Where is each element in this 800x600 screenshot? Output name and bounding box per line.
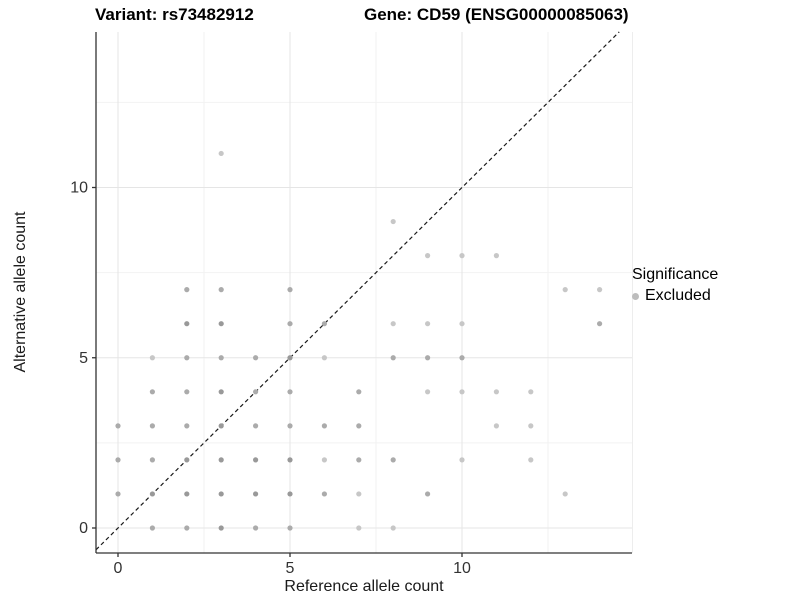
data-point: [253, 457, 259, 463]
y-tick-label: 10: [70, 180, 88, 197]
data-point: [356, 389, 362, 395]
data-point: [184, 525, 190, 531]
y-tick-label: 5: [79, 350, 88, 367]
data-point: [149, 457, 155, 463]
legend-item-excluded: Excluded: [632, 287, 718, 305]
data-point: [321, 355, 327, 361]
data-point: [459, 457, 465, 463]
data-point: [184, 321, 190, 327]
data-point: [218, 150, 224, 157]
data-point: [390, 218, 396, 225]
data-point: [493, 253, 499, 259]
data-point: [218, 525, 224, 531]
data-point: [356, 423, 362, 429]
data-point: [459, 321, 465, 327]
x-tick-label: 0: [114, 560, 123, 577]
data-point: [253, 491, 259, 497]
data-point: [597, 287, 603, 293]
data-point: [218, 355, 224, 361]
data-point: [287, 355, 293, 361]
data-point: [390, 355, 396, 361]
data-point: [356, 457, 362, 463]
data-point: [562, 287, 568, 293]
gene-title: Gene: CD59 (ENSG00000085063): [364, 5, 629, 24]
x-tick-label: 5: [286, 560, 295, 577]
legend: Significance Excluded: [632, 266, 718, 305]
data-point: [218, 389, 224, 395]
data-point: [149, 355, 155, 361]
data-point: [253, 525, 259, 531]
data-point: [459, 355, 465, 361]
data-point: [528, 457, 534, 463]
data-point: [149, 525, 155, 531]
data-point: [287, 423, 293, 429]
data-point: [184, 389, 190, 395]
data-point: [321, 423, 327, 429]
data-point: [184, 457, 190, 463]
data-point: [390, 457, 396, 463]
variant-title: Variant: rs73482912: [95, 5, 254, 24]
data-point: [597, 321, 603, 327]
data-point: [218, 321, 224, 327]
data-point: [184, 287, 190, 293]
data-point: [425, 389, 431, 395]
data-point: [184, 491, 190, 497]
data-point: [184, 423, 190, 429]
panel-right-border: [632, 32, 633, 553]
data-point: [218, 423, 224, 429]
data-point: [218, 457, 224, 463]
data-point: [562, 491, 568, 497]
data-point: [321, 491, 327, 497]
y-tick-label: 0: [79, 520, 88, 537]
data-point: [287, 457, 293, 463]
x-tick-label: 10: [453, 560, 471, 577]
data-point: [253, 389, 259, 395]
data-point: [493, 389, 499, 395]
data-point: [425, 355, 431, 361]
data-point: [390, 525, 396, 531]
data-point: [149, 389, 155, 395]
y-axis-title: Alternative allele count: [12, 211, 29, 373]
data-point: [528, 423, 534, 429]
excluded-point-icon: [632, 292, 639, 300]
identity-dashed-line: [95, 31, 620, 551]
data-point: [459, 253, 465, 259]
data-point: [253, 423, 259, 429]
data-point: [321, 457, 327, 463]
legend-item-label: Excluded: [645, 287, 711, 304]
data-point: [184, 355, 190, 361]
data-point: [287, 491, 293, 497]
data-point: [253, 355, 259, 361]
data-point: [356, 525, 362, 531]
data-point: [287, 321, 293, 327]
data-point: [528, 389, 534, 395]
data-point: [218, 287, 224, 293]
data-point: [390, 321, 396, 327]
data-point: [493, 423, 499, 429]
data-point: [425, 253, 431, 259]
data-point: [321, 321, 327, 327]
data-point: [459, 389, 465, 395]
data-point: [149, 423, 155, 429]
data-point: [287, 525, 293, 531]
data-point: [115, 491, 121, 497]
data-point: [115, 457, 121, 463]
data-point: [425, 491, 431, 497]
data-point: [287, 389, 293, 395]
data-point: [218, 491, 224, 497]
data-point: [425, 321, 431, 327]
x-axis-title: Reference allele count: [284, 578, 444, 595]
data-point: [287, 287, 293, 293]
data-point: [356, 491, 362, 497]
data-point: [115, 423, 121, 429]
data-point: [149, 491, 155, 497]
legend-title: Significance: [632, 266, 719, 283]
